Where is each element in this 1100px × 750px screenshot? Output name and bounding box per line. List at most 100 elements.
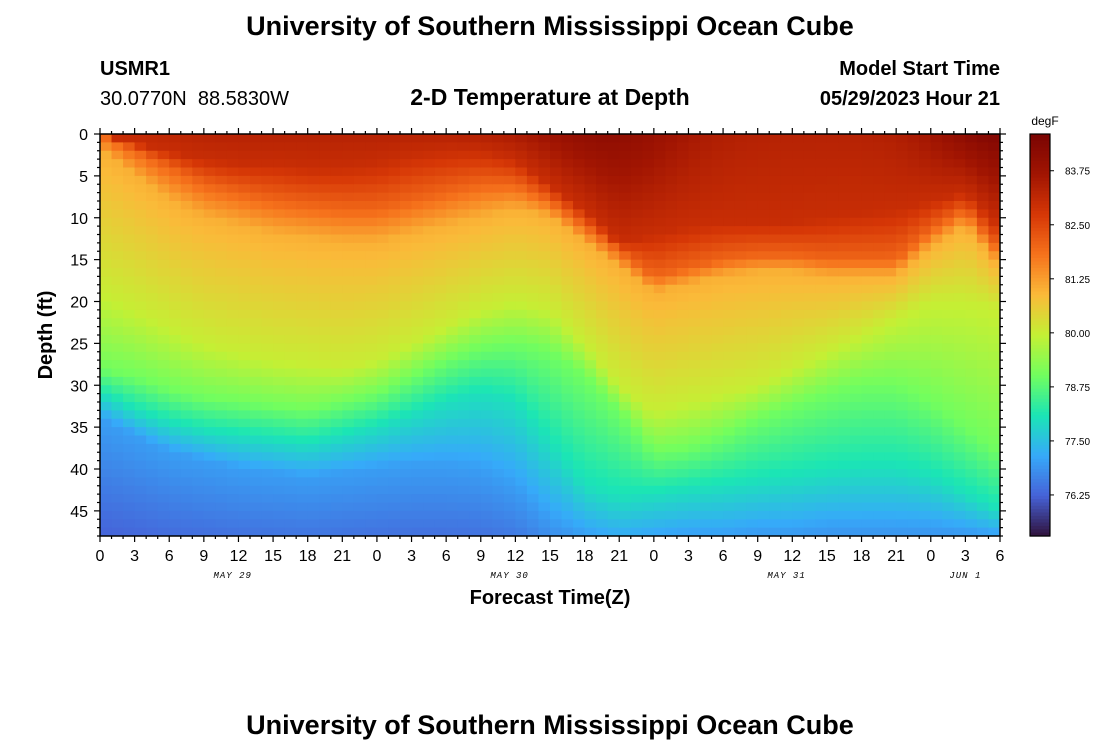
heatmap-cell bbox=[965, 410, 978, 420]
heatmap-cell bbox=[111, 410, 124, 420]
heatmap-cell bbox=[780, 460, 793, 470]
heatmap-cell bbox=[723, 368, 736, 378]
heatmap-cell bbox=[526, 402, 540, 411]
heatmap-cell bbox=[515, 469, 528, 478]
heatmap-cell bbox=[353, 402, 366, 411]
heatmap-cell bbox=[319, 268, 332, 277]
heatmap-cell bbox=[330, 335, 343, 344]
heatmap-cell bbox=[896, 435, 909, 445]
heatmap-cell bbox=[884, 309, 897, 319]
heatmap-cell bbox=[792, 192, 805, 202]
heatmap-cell bbox=[700, 167, 713, 177]
heatmap-cell bbox=[284, 351, 297, 361]
heatmap-cell bbox=[515, 485, 528, 495]
heatmap-cell bbox=[400, 402, 413, 411]
heatmap-cell bbox=[123, 343, 136, 353]
heatmap-cell bbox=[203, 217, 216, 227]
heatmap-cell bbox=[180, 226, 193, 236]
colorbar-swatch bbox=[1030, 268, 1050, 272]
heatmap-cell bbox=[676, 301, 690, 311]
heatmap-cell bbox=[803, 335, 816, 344]
heatmap-cell bbox=[296, 360, 309, 370]
heatmap-cell bbox=[515, 494, 528, 504]
heatmap-cell bbox=[930, 494, 943, 504]
heatmap-cell bbox=[826, 351, 840, 361]
heatmap-cell bbox=[723, 376, 736, 386]
heatmap-cell bbox=[596, 175, 609, 185]
heatmap-cell bbox=[861, 209, 874, 219]
heatmap-cell bbox=[342, 192, 355, 202]
heatmap-cell bbox=[376, 418, 390, 428]
heatmap-cell bbox=[296, 402, 309, 411]
heatmap-cell bbox=[550, 519, 563, 529]
heatmap-cell bbox=[192, 309, 205, 319]
heatmap-cell bbox=[596, 167, 609, 177]
heatmap-cell bbox=[665, 134, 678, 143]
heatmap-cell bbox=[676, 485, 690, 495]
heatmap-cell bbox=[388, 309, 401, 319]
heatmap-cell bbox=[976, 502, 990, 512]
heatmap-cell bbox=[434, 276, 447, 286]
heatmap-cell bbox=[226, 418, 240, 428]
heatmap-cell bbox=[307, 234, 320, 244]
heatmap-cell bbox=[815, 251, 828, 261]
heatmap-cell bbox=[250, 343, 263, 353]
heatmap-cell bbox=[284, 242, 297, 252]
heatmap-cell bbox=[826, 385, 840, 395]
heatmap-cell bbox=[734, 192, 747, 202]
heatmap-cell bbox=[203, 259, 216, 269]
heatmap-cell bbox=[388, 209, 401, 219]
heatmap-cell bbox=[734, 510, 747, 520]
heatmap-cell bbox=[734, 460, 747, 470]
heatmap-cell bbox=[376, 427, 390, 437]
heatmap-cell bbox=[457, 469, 470, 478]
heatmap-cell bbox=[157, 268, 170, 277]
heatmap-cell bbox=[584, 452, 597, 462]
heatmap-cell bbox=[400, 209, 413, 219]
heatmap-cell bbox=[861, 418, 874, 428]
heatmap-cell bbox=[480, 343, 493, 353]
heatmap-cell bbox=[284, 385, 297, 395]
heatmap-cell bbox=[792, 494, 805, 504]
heatmap-cell bbox=[238, 335, 251, 344]
heatmap-cell bbox=[769, 443, 782, 453]
heatmap-cell bbox=[388, 134, 401, 143]
heatmap-cell bbox=[238, 485, 251, 495]
heatmap-cell bbox=[146, 452, 159, 462]
heatmap-cell bbox=[446, 393, 459, 403]
heatmap-cell bbox=[746, 385, 759, 395]
heatmap-cell bbox=[803, 452, 816, 462]
heatmap-cell bbox=[434, 284, 447, 294]
heatmap-cell bbox=[757, 527, 770, 536]
heatmap-cell bbox=[792, 452, 805, 462]
colorbar-swatch bbox=[1030, 321, 1050, 326]
heatmap-cell bbox=[746, 284, 759, 294]
heatmap-cell bbox=[561, 318, 574, 328]
heatmap-cell bbox=[688, 469, 701, 478]
x-tick-label: 12 bbox=[506, 548, 524, 565]
heatmap-cell bbox=[596, 368, 609, 378]
heatmap-cell bbox=[261, 335, 274, 344]
heatmap-cell bbox=[400, 510, 413, 520]
heatmap-cell bbox=[480, 167, 493, 177]
heatmap-cell bbox=[573, 192, 586, 202]
heatmap-cell bbox=[515, 209, 528, 219]
heatmap-cell bbox=[988, 192, 1000, 202]
heatmap-cell bbox=[100, 343, 113, 353]
heatmap-cell bbox=[388, 335, 401, 344]
heatmap-cell bbox=[330, 276, 343, 286]
heatmap-cell bbox=[884, 242, 897, 252]
heatmap-cell bbox=[907, 293, 920, 303]
x-tick-label: 18 bbox=[299, 548, 317, 565]
heatmap-cell bbox=[457, 150, 470, 160]
heatmap-cell bbox=[284, 150, 297, 160]
heatmap-cell bbox=[561, 494, 574, 504]
heatmap-cell bbox=[757, 159, 770, 169]
heatmap-cell bbox=[619, 159, 632, 169]
heatmap-cell bbox=[873, 217, 886, 227]
heatmap-cell bbox=[434, 418, 447, 428]
heatmap-cell bbox=[700, 142, 713, 152]
heatmap-cell bbox=[561, 376, 574, 386]
heatmap-cell bbox=[942, 435, 955, 445]
heatmap-cell bbox=[688, 326, 701, 336]
